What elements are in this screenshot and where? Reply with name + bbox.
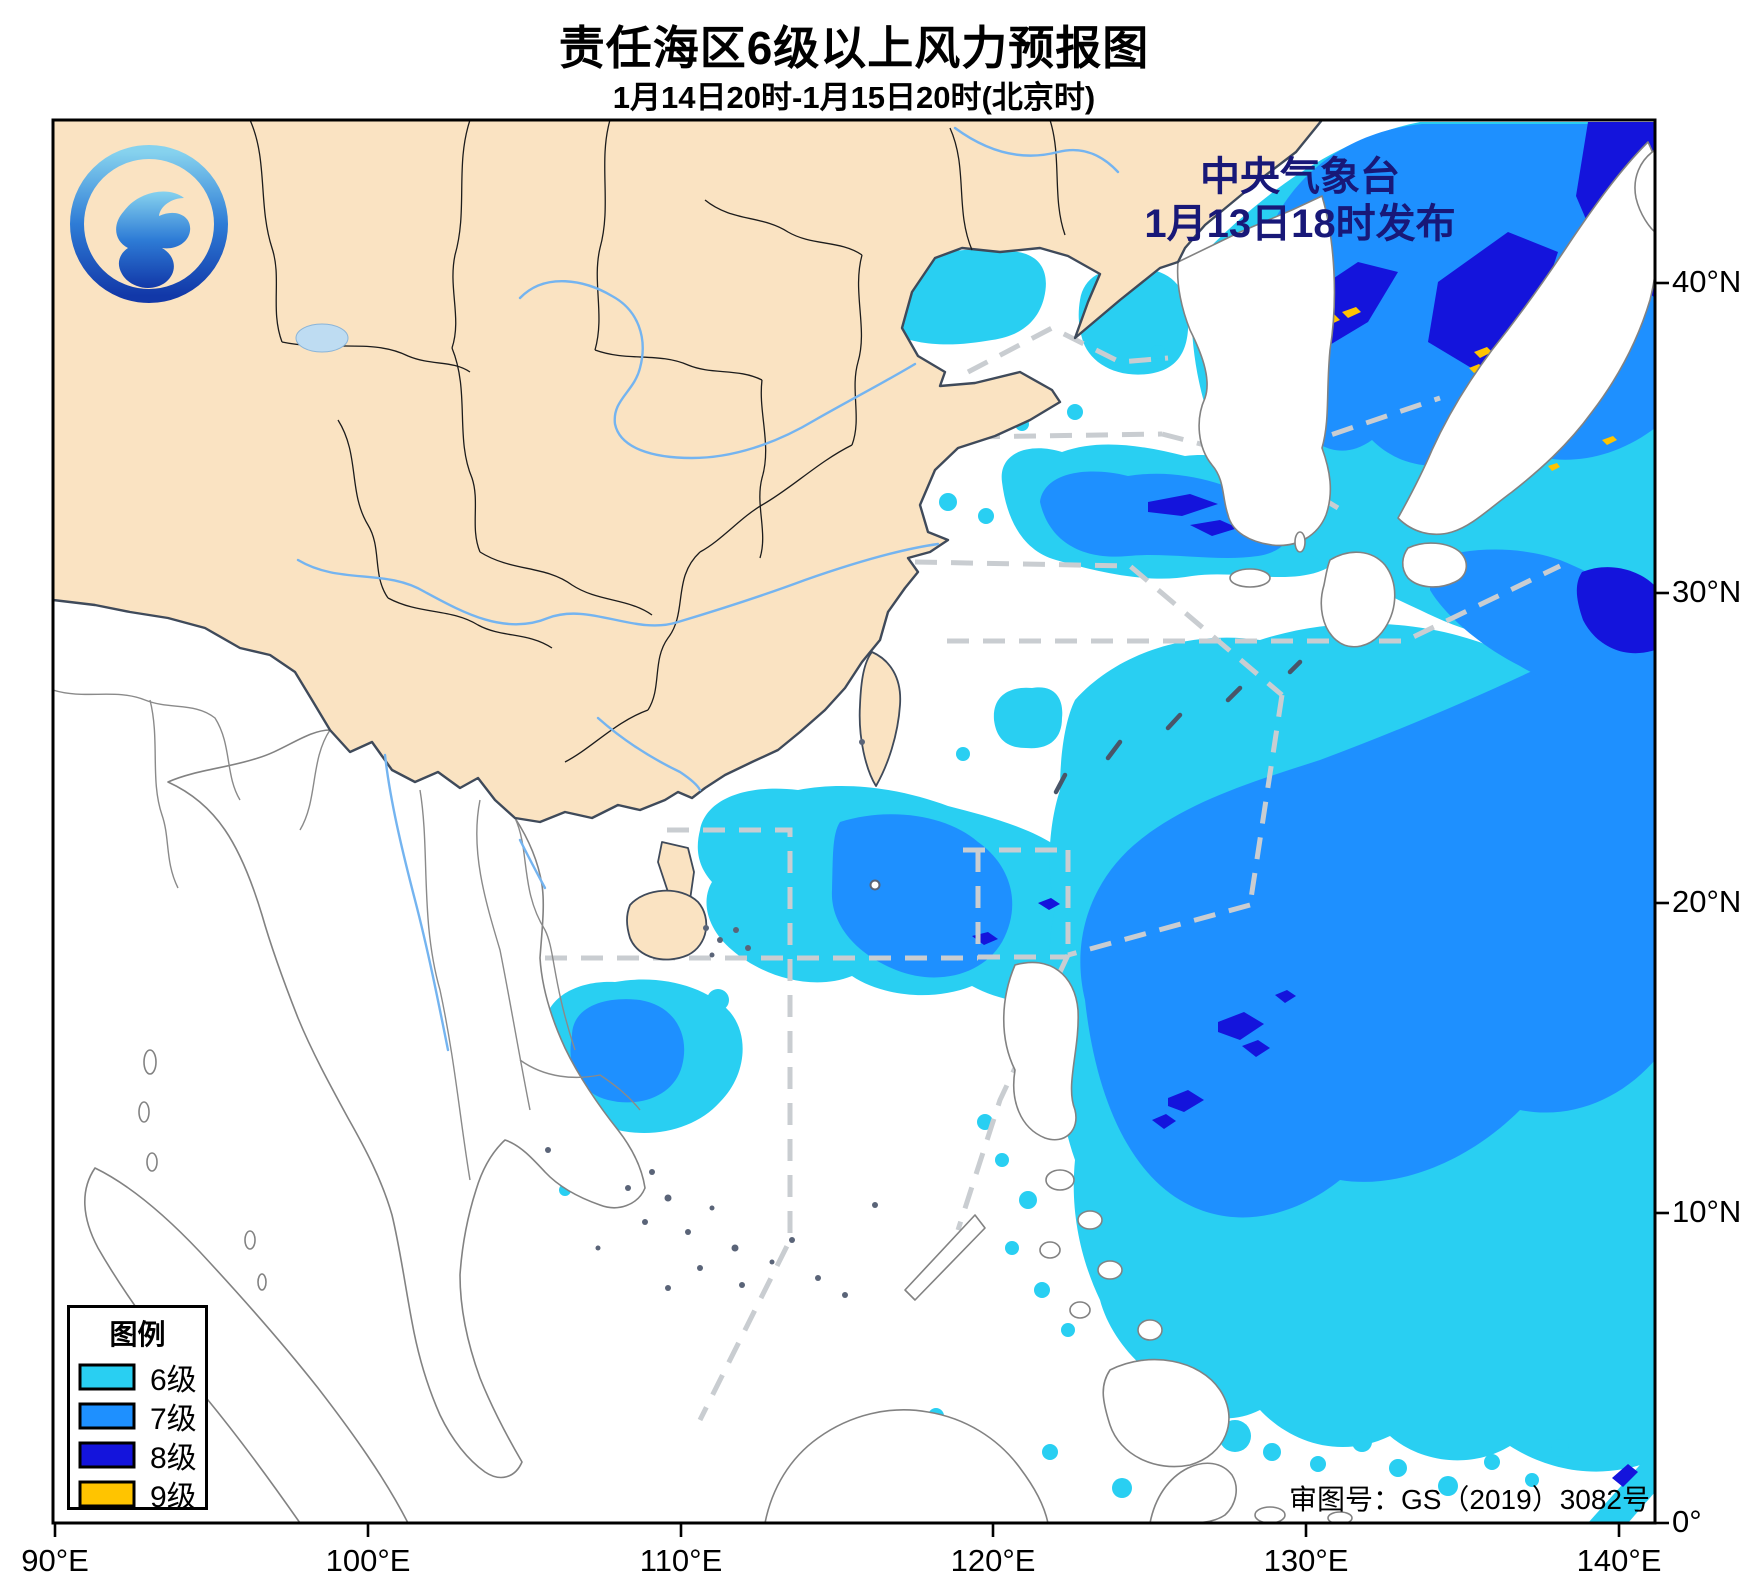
island-tsushima	[1294, 531, 1306, 553]
y-axis-label-40n: 40°N	[1672, 264, 1742, 299]
rivers	[296, 126, 1120, 1052]
land-other-countries	[84, 141, 1655, 1523]
island-dongsha	[869, 879, 881, 891]
ryukyu-islands	[1053, 659, 1303, 795]
legend: 图例 6级 7级 8级 9级	[67, 1305, 208, 1514]
land-korea	[1176, 195, 1336, 547]
legend-title: 图例	[109, 1319, 166, 1350]
y-axis-label-30n: 30°N	[1672, 574, 1742, 609]
land-indochina	[167, 729, 646, 1479]
china-mainland	[53, 120, 1324, 824]
issuer-name: 中央气象台	[1200, 155, 1400, 199]
land-luzon	[1003, 961, 1079, 1141]
x-axis-label-130e: 130°E	[1263, 1543, 1349, 1578]
china-hainan	[626, 889, 708, 961]
x-axis-label-140e: 140°E	[1576, 1543, 1662, 1578]
legend-item-force9: 9级	[78, 1479, 205, 1514]
map-approval-number: 审图号：GS（2019）3082号	[1288, 1484, 1650, 1515]
small-islands-reefs	[545, 739, 878, 1298]
legend-label-force6: 6级	[150, 1364, 197, 1397]
legend-item-force7: 7级	[78, 1401, 205, 1436]
legend-swatch-force8	[78, 1441, 136, 1469]
legend-label-force9: 9级	[150, 1481, 197, 1514]
land-mindanao	[1102, 1358, 1230, 1468]
axis-tick-marks	[53, 281, 1669, 1537]
land-china	[53, 120, 1324, 961]
legend-label-force7: 7级	[150, 1403, 197, 1436]
province-borders	[249, 120, 1066, 763]
legend-swatch-force7	[78, 1402, 136, 1430]
land-sumatra	[84, 1167, 409, 1523]
x-axis-label-110e: 110°E	[639, 1543, 723, 1578]
legend-item-force8: 8级	[78, 1440, 205, 1475]
island-jeju	[1229, 568, 1271, 588]
x-axis-label-100e: 100°E	[325, 1543, 411, 1578]
legend-swatch-force6	[78, 1363, 136, 1391]
land-palawan	[904, 1214, 986, 1301]
china-taiwan	[858, 651, 902, 787]
legend-label-force8: 8级	[150, 1442, 197, 1475]
map-frame	[51, 118, 1657, 1525]
page-title: 责任海区6级以上风力预报图	[558, 22, 1150, 74]
issue-time: 1月13日18时发布	[1144, 202, 1456, 247]
land-japan-honshu	[1397, 141, 1655, 536]
issuer-block: 中央气象台 1月13日18时发布	[1120, 154, 1480, 248]
qinghai-lake	[295, 323, 349, 353]
x-axis-label-90e: 90°E	[21, 1543, 89, 1578]
y-axis-label-20n: 20°N	[1672, 884, 1742, 919]
country-borders	[53, 689, 641, 1181]
x-axis-label-120e: 120°E	[950, 1543, 1036, 1578]
cma-logo	[70, 145, 228, 303]
y-axis-label-10n: 10°N	[1672, 1194, 1742, 1229]
page-subtitle: 1月14日20时-1月15日20时(北京时)	[612, 80, 1096, 115]
land-hokkaido-edge	[1634, 149, 1655, 233]
land-borneo	[764, 1409, 1049, 1523]
land-sulawesi	[1149, 1462, 1237, 1523]
legend-swatch-force9	[78, 1480, 136, 1508]
legend-item-force6: 6级	[78, 1362, 205, 1397]
land-japan-kyushu	[1320, 551, 1396, 648]
land-japan-shikoku	[1401, 542, 1468, 588]
y-axis-label-0: 0°	[1672, 1504, 1702, 1539]
